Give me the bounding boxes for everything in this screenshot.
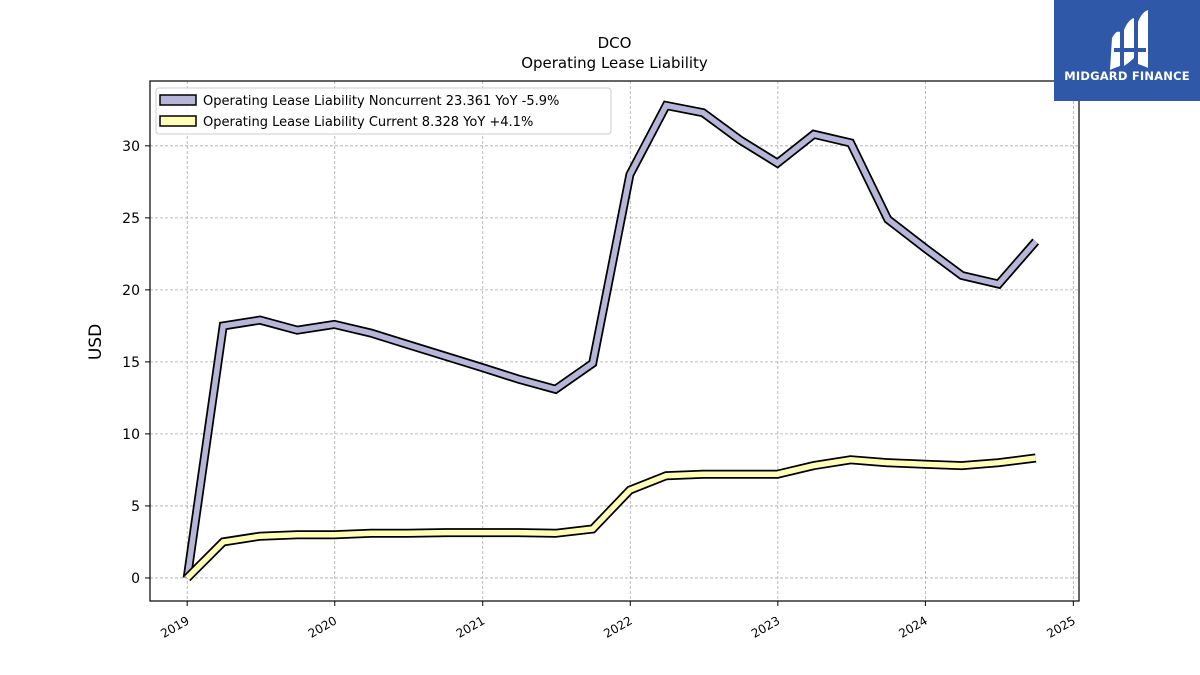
chart-subtitle: Operating Lease Liability — [521, 54, 708, 72]
y-tick-label: 20 — [122, 283, 140, 299]
x-tick-label: 2020 — [306, 613, 339, 640]
brand-logo: MIDGARD FINANCE — [1054, 0, 1200, 101]
chart-title: DCO — [598, 34, 632, 52]
y-tick-label: 0 — [131, 571, 140, 587]
x-tick-label: 2024 — [896, 613, 929, 640]
y-tick-label: 30 — [122, 139, 140, 155]
legend-entry: Operating Lease Liability Noncurrent 23.… — [203, 94, 559, 109]
y-axis-label: USD — [86, 324, 106, 360]
y-tick-label: 15 — [122, 355, 140, 371]
legend-swatch — [159, 94, 197, 106]
series-line-outline-2 — [184, 453, 1037, 582]
y-tick-label: 10 — [122, 427, 140, 443]
legend-swatch — [159, 115, 197, 127]
series-line-2 — [185, 455, 1037, 580]
x-tick-label: 2025 — [1044, 613, 1077, 640]
midgard-logo-icon — [1110, 10, 1148, 71]
lines-layer — [182, 100, 1040, 582]
brand-name: MIDGARD FINANCE — [1064, 69, 1190, 83]
y-tick-label: 25 — [122, 211, 140, 227]
legend-box — [155, 87, 612, 135]
x-tick-label: 2022 — [601, 613, 634, 640]
grid-layer — [150, 81, 1079, 601]
legend: Operating Lease Liability Noncurrent 23.… — [155, 87, 612, 135]
y-tick-label: 5 — [131, 499, 140, 515]
x-tick-label: 2023 — [749, 613, 782, 640]
legend-entry: Operating Lease Liability Current 8.328 … — [203, 115, 533, 130]
plot-frame — [149, 80, 1080, 602]
x-tick-label: 2021 — [454, 613, 487, 640]
x-tick-label: 2019 — [158, 613, 191, 640]
series-line-1 — [184, 102, 1038, 579]
